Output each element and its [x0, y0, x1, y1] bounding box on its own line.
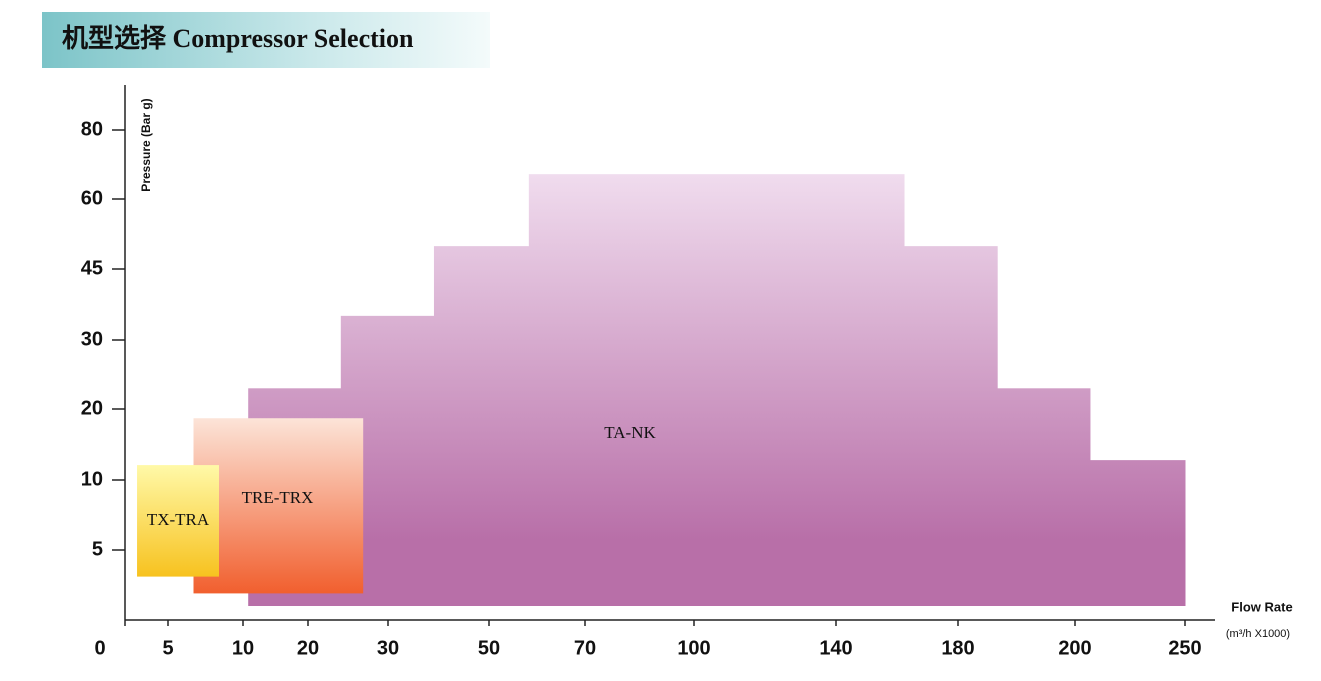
y-tick-label: 30: [81, 328, 103, 350]
x-tick-label: 20: [297, 637, 319, 659]
y-tick-label: 80: [81, 118, 103, 140]
x-tick-label: 180: [941, 637, 974, 659]
region: [193, 418, 364, 594]
y-tick-label: 45: [81, 257, 103, 279]
x-tick-label: 100: [677, 637, 710, 659]
region-step: [1089, 460, 1186, 606]
x-tick-label: 10: [232, 637, 254, 659]
region-step: [904, 246, 998, 606]
y-axis-label: Pressure (Bar g): [139, 98, 153, 191]
x-tick-label: 50: [478, 637, 500, 659]
region-step: [997, 388, 1091, 606]
chart-title: 机型选择 Compressor Selection: [62, 24, 414, 53]
y-tick-label: 60: [81, 187, 103, 209]
region-label: TRE-TRX: [242, 488, 314, 507]
x-axis-unit: (m³/h X1000): [1226, 628, 1290, 640]
x-tick-label: 70: [574, 637, 596, 659]
y-tick-label: 10: [81, 468, 103, 490]
x-tick-label: 5: [162, 637, 173, 659]
y-tick-label: 20: [81, 397, 103, 419]
region-label: TA-NK: [604, 423, 656, 442]
x-axis-label: Flow Rate: [1231, 599, 1292, 614]
region-step: [528, 174, 905, 606]
region: [137, 465, 219, 577]
x-tick-label: 200: [1058, 637, 1091, 659]
region-step: [433, 246, 530, 606]
header-bar: [42, 12, 490, 68]
region-label: TX-TRA: [147, 510, 210, 529]
x-tick-label: 30: [377, 637, 399, 659]
x-tick-label: 250: [1168, 637, 1201, 659]
plot: [137, 174, 1186, 606]
x-tick-label: 0: [94, 637, 105, 659]
x-tick-label: 140: [819, 637, 852, 659]
y-tick-label: 5: [92, 538, 103, 560]
